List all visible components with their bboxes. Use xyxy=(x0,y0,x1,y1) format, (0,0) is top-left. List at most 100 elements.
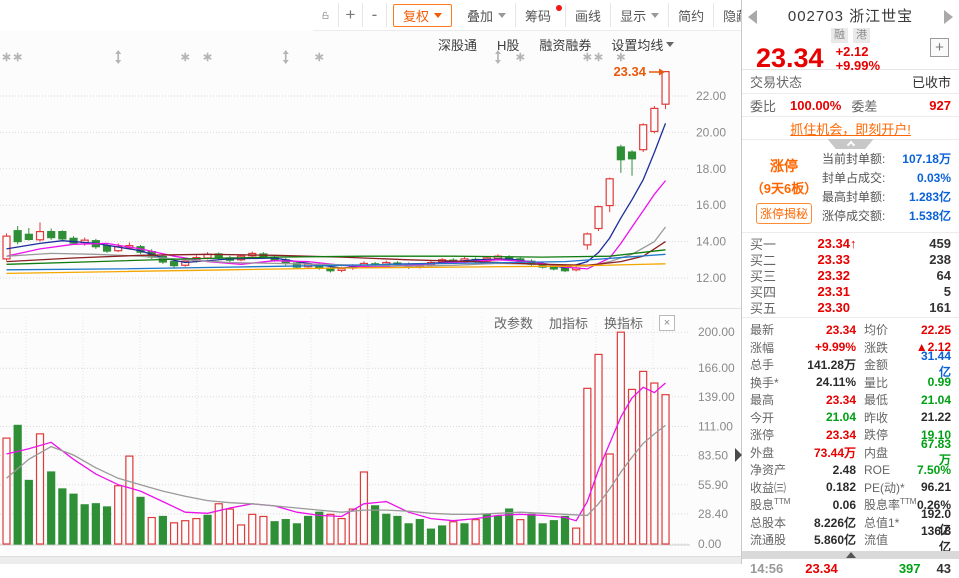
bid-price: 23.31 xyxy=(817,283,850,299)
order-ratio-row: 委比 100.00% 委差 927 xyxy=(742,94,959,117)
chevron-up-icon xyxy=(846,140,855,149)
stat-label: 股息TTM xyxy=(750,497,791,513)
stat-label: 内盘 xyxy=(864,445,889,460)
horizontal-scrollbar[interactable] xyxy=(0,556,741,564)
stat-value: 7.50% xyxy=(916,462,951,477)
add-to-watchlist-button[interactable]: + xyxy=(930,38,949,57)
detail-label: 涨停成交额: xyxy=(822,209,886,223)
time-sales-row: 14:56 23.34 397 43 xyxy=(742,560,959,578)
lock-icon[interactable] xyxy=(313,3,339,27)
bid-qty: 161 xyxy=(929,299,951,315)
chart-toolbar: + - 复权 叠加 筹码 画线 显示 简约 隐藏▶▶ xyxy=(313,0,789,31)
fuquan-dropdown[interactable]: 复权 xyxy=(393,3,453,27)
close-icon[interactable]: × xyxy=(659,314,675,331)
stat-value: 0.06 xyxy=(832,497,856,512)
link-h-share[interactable]: H股 xyxy=(497,38,520,53)
weicha-label: 委差 xyxy=(851,98,878,114)
stat-value: 141.28万 xyxy=(807,358,856,373)
stock-badges: 融 港 xyxy=(742,28,959,43)
stat-row: 最新 23.34 均价 22.25 xyxy=(742,321,959,339)
limit-up-title: 涨停 xyxy=(770,158,798,174)
link-margin-trading[interactable]: 融资融券 xyxy=(539,38,592,53)
stat-row: 总股本 8.226亿 总值1* 192.0亿 xyxy=(742,507,959,537)
bid-level-row[interactable]: 买三 23.32 64 xyxy=(742,267,959,284)
stat-value: 5.860亿 xyxy=(813,533,856,548)
weicha-value: 927 xyxy=(929,97,951,113)
stat-value: 0.182 xyxy=(825,480,856,495)
draw-line-button[interactable]: 画线 xyxy=(566,3,612,27)
volume-panel: 改参数 加指标 换指标 × 200.00 166.00 139.00 111.00 83… xyxy=(0,308,741,556)
candlestick-chart[interactable]: 22.00 20.00 18.00 16.00 14.00 12.00 23.34 xyxy=(0,31,741,308)
stat-row: 收益㈢ 0.182 PE(动)* 96.21 xyxy=(742,479,959,497)
detail-label: 封单占成交: xyxy=(822,171,886,185)
limit-up-detail-row: 封单占成交: 0.03% xyxy=(822,169,953,188)
zoom-out-button[interactable]: - xyxy=(363,3,387,27)
stat-label: 总手 xyxy=(750,358,775,373)
open-account-link[interactable]: 抓住机会，即刻开户! xyxy=(790,121,911,137)
bid-levels: 买一 23.34 ↑ 459 买二 23.33 238 买三 23.32 64 买四 23.31 5 买五… xyxy=(742,233,959,318)
stat-value: 21.04 xyxy=(825,410,856,425)
stat-value: 0.99 xyxy=(927,375,951,390)
bid-level-row[interactable]: 买二 23.33 238 xyxy=(742,251,959,268)
overlay-dropdown[interactable]: 叠加 xyxy=(458,3,517,27)
tape-time: 14:56 xyxy=(750,561,784,576)
stat-label: 均价 xyxy=(864,323,889,338)
prev-stock-arrow-icon[interactable] xyxy=(748,10,757,24)
svg-text:22.00: 22.00 xyxy=(696,89,726,103)
collapse-bar[interactable] xyxy=(742,550,959,559)
stat-label: 昨收 xyxy=(864,410,889,425)
change-params-button[interactable]: 改参数 xyxy=(493,316,533,331)
stat-value: 192.0亿 xyxy=(920,506,951,537)
stat-label: 最高 xyxy=(750,393,775,408)
stat-row: 总手 141.28万 金额 31.44亿 xyxy=(742,349,959,379)
stat-value: 96.21 xyxy=(920,480,951,495)
bid-qty: 64 xyxy=(936,267,951,283)
trade-status-row: 交易状态 已收市 xyxy=(742,70,959,94)
stat-value: 23.34 xyxy=(825,427,856,442)
panel-splitter-handle[interactable] xyxy=(735,448,742,462)
collapse-up-tab[interactable] xyxy=(827,139,874,149)
zoom-in-button[interactable]: + xyxy=(339,3,363,27)
detail-value: 1.538亿 xyxy=(908,209,951,223)
switch-indicator-button[interactable]: 换指标 xyxy=(603,316,643,331)
bid-level-row[interactable]: 买五 23.30 161 xyxy=(742,299,959,316)
chevron-down-icon xyxy=(434,12,443,18)
stat-label: 今开 xyxy=(750,410,775,425)
next-stock-arrow-icon[interactable] xyxy=(944,10,953,24)
simple-mode-button[interactable]: 简约 xyxy=(669,3,715,27)
stat-value: 19.10 xyxy=(920,427,951,442)
stat-label: PE(动)* xyxy=(864,480,905,495)
limit-up-detail-row: 涨停成交额: 1.538亿 xyxy=(822,207,953,226)
weibi-label: 委比 xyxy=(750,98,777,114)
stat-row: 净资产 2.48 ROE 7.50% xyxy=(742,461,959,479)
limit-up-detail-row: 最高封单额: 1.283亿 xyxy=(822,188,953,207)
chip-distribution-button[interactable]: 筹码 xyxy=(516,3,567,27)
stat-label: 换手* xyxy=(750,375,779,390)
ma-settings-dropdown[interactable]: 设置均线 xyxy=(611,35,675,54)
stat-value: 2.48 xyxy=(832,462,856,477)
detail-label: 当前封单额: xyxy=(822,152,886,166)
stat-row: 涨停 23.34 跌停 19.10 xyxy=(742,426,959,444)
bid-level-row[interactable]: 买一 23.34 ↑ 459 xyxy=(742,235,959,252)
bid-qty: 459 xyxy=(929,235,951,251)
limit-up-reveal-button[interactable]: 涨停揭秘 xyxy=(755,203,812,224)
svg-text:23.34: 23.34 xyxy=(613,64,646,79)
bid-label: 买二 xyxy=(750,252,777,268)
stat-value: 8.226亿 xyxy=(813,515,856,530)
tape-count: 43 xyxy=(936,561,951,576)
stat-label: 流通股 xyxy=(750,533,787,548)
add-indicator-button[interactable]: 加指标 xyxy=(548,316,588,331)
svg-text:12.00: 12.00 xyxy=(696,271,726,285)
display-dropdown[interactable]: 显示 xyxy=(611,3,670,27)
indicator-toolbar: 改参数 加指标 换指标 × xyxy=(494,313,675,332)
limit-up-detail-row: 当前封单额: 107.18万 xyxy=(822,150,953,169)
volume-chart[interactable]: 200.00 166.00 139.00 111.00 83.50 55.90 28.40 0… xyxy=(0,309,741,557)
bid-price: 23.34 xyxy=(817,235,850,251)
trade-status-label: 交易状态 xyxy=(750,75,803,90)
bid-label: 买一 xyxy=(750,236,777,252)
bid-qty: 5 xyxy=(943,283,951,299)
link-shenzhen-connect[interactable]: 深股通 xyxy=(438,38,478,53)
bid-level-row[interactable]: 买四 23.31 5 xyxy=(742,283,959,300)
hk-connect-badge: 港 xyxy=(853,28,870,43)
